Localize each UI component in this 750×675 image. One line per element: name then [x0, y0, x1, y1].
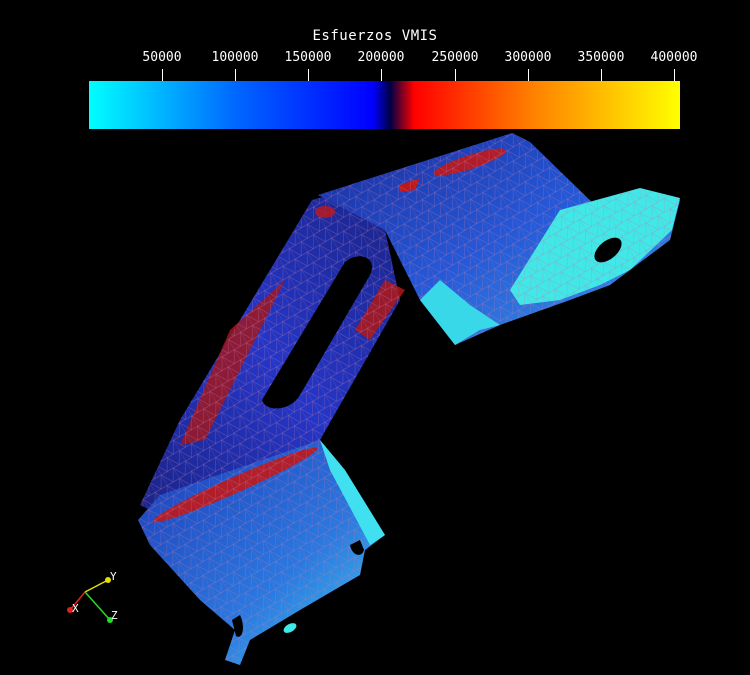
legend-title: Esfuerzos VMIS [312, 28, 438, 44]
legend-tick-mark [162, 69, 163, 81]
legend-tick-label: 100000 [211, 50, 259, 65]
bracket-top-flange [315, 133, 680, 345]
legend-tick-label: 200000 [357, 50, 405, 65]
z-axis-line [84, 591, 111, 621]
orientation-axes-widget[interactable]: Y X Z [67, 570, 118, 623]
legend-tick-label: 50000 [142, 50, 182, 65]
legend-tick-mark [601, 69, 602, 81]
y-axis-tip [105, 577, 111, 583]
legend-tick-mark [674, 69, 675, 81]
legend-tick-mark [308, 69, 309, 81]
x-axis-line [69, 591, 86, 611]
bracket-web [140, 195, 405, 515]
legend-tick-label: 300000 [504, 50, 552, 65]
legend-tick-label: 400000 [650, 50, 698, 65]
legend-tick-label: 350000 [577, 50, 625, 65]
legend-tick-mark [455, 69, 456, 81]
x-axis-label: X [72, 602, 79, 615]
legend-tick-label: 150000 [284, 50, 332, 65]
y-axis-line [84, 579, 109, 593]
x-axis-tip [67, 607, 73, 613]
legend-colorbar[interactable] [89, 81, 680, 129]
z-axis-label: Z [111, 609, 118, 622]
legend-tick-mark [235, 69, 236, 81]
y-axis-label: Y [110, 570, 117, 583]
bracket-bottom-flange [138, 440, 385, 665]
legend-tick-mark [528, 69, 529, 81]
legend-tick-mark [381, 69, 382, 81]
legend-tick-label: 250000 [431, 50, 479, 65]
z-axis-tip [107, 617, 113, 623]
